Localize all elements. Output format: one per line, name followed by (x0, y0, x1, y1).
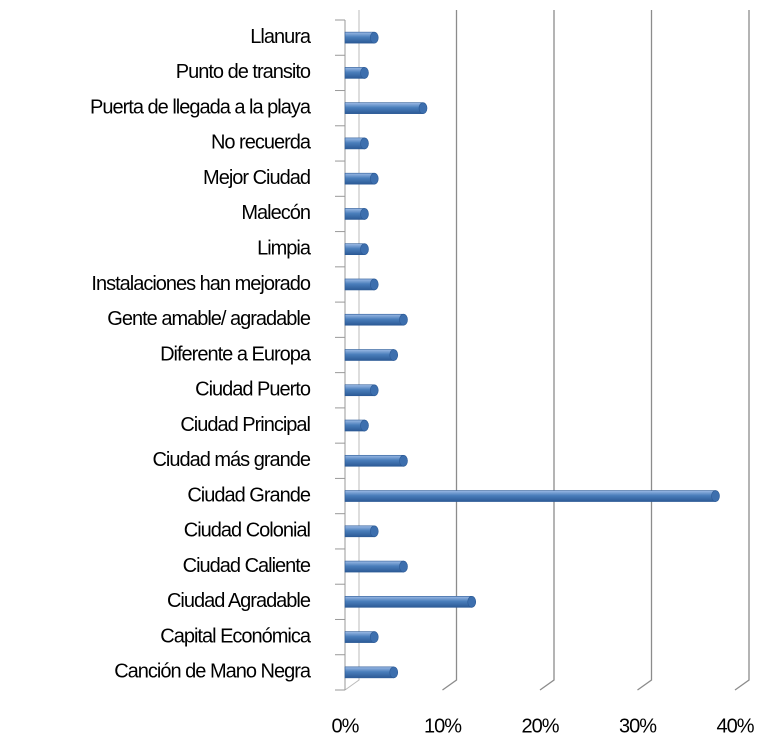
bar-body (344, 596, 473, 608)
bar (344, 208, 369, 220)
bar-body (344, 102, 424, 114)
y-tick-label: Punto de transito (176, 61, 311, 83)
x-tick-label: 10% (424, 715, 462, 737)
y-tick-label: Capital Económica (160, 625, 312, 647)
y-tick-label: Instalaciones han mejorado (91, 273, 310, 295)
bar (344, 243, 369, 256)
bar (344, 560, 408, 573)
bar-body (344, 31, 375, 44)
y-tick-label: Puerta de llegada a la playa (90, 96, 312, 118)
x-tick-label: 40% (716, 715, 754, 737)
bar-body (344, 454, 404, 467)
bar-body (344, 631, 375, 643)
y-tick-label: Malecón (241, 202, 310, 224)
y-tick-label: Llanura (250, 26, 312, 48)
bar (344, 525, 379, 538)
bar (344, 102, 428, 114)
bar (344, 419, 369, 432)
bar-body (344, 313, 404, 326)
y-tick-label: Diferente a Europa (160, 343, 312, 365)
bar-cap (360, 419, 369, 432)
y-tick-label: Ciudad Colonial (184, 520, 311, 542)
bar-cap (369, 172, 379, 185)
bar-cap (467, 596, 477, 608)
bar-cap (360, 243, 369, 256)
bar-cap (399, 454, 408, 467)
bar-body (344, 172, 375, 185)
bar (344, 454, 408, 467)
x-tick-label: 30% (619, 715, 657, 737)
bar (344, 313, 408, 326)
bar (344, 67, 369, 79)
bar-cap (369, 525, 379, 538)
bar-cap (360, 67, 369, 79)
bar (344, 349, 399, 361)
bar-cap (418, 102, 428, 114)
grid-line (734, 10, 750, 691)
bar-cap (711, 490, 720, 502)
grid-line (539, 10, 555, 691)
grid-line (344, 10, 360, 691)
bar-cap (399, 560, 408, 573)
bar-body (344, 666, 395, 679)
y-tick-label: Ciudad Grande (187, 484, 311, 506)
bar (344, 596, 477, 608)
bar-cap (369, 278, 379, 291)
bar (344, 490, 720, 502)
bar (344, 278, 379, 291)
bar-cap (389, 666, 399, 679)
bar-cap (399, 313, 408, 326)
y-tick-label: Ciudad Principal (180, 414, 310, 436)
y-tick-label: Gente amable/ agradable (107, 308, 311, 330)
bar-body (344, 560, 404, 573)
bar-body (344, 525, 375, 538)
y-tick-label: Mejor Ciudad (203, 167, 310, 189)
bar (344, 137, 369, 150)
bar-cap (369, 631, 379, 643)
grid-line (637, 10, 653, 691)
bar-body (344, 349, 395, 361)
bar (344, 384, 379, 397)
bar-cap (360, 137, 369, 150)
bar (344, 172, 379, 185)
bar (344, 631, 379, 643)
bar-body (344, 490, 716, 502)
grid-line (442, 10, 458, 691)
x-tick-label: 20% (521, 715, 559, 737)
y-tick-label: Ciudad Puerto (195, 379, 311, 401)
bar-body (344, 384, 375, 397)
x-tick-label: 0% (332, 715, 360, 737)
y-tick-label: Ciudad Agradable (167, 590, 311, 612)
bar (344, 666, 399, 679)
y-tick-label: No recuerda (211, 132, 312, 154)
y-tick-label: Canción de Mano Negra (114, 661, 312, 683)
bar-body (344, 278, 375, 291)
bar-cap (369, 31, 379, 44)
y-tick-label: Limpia (257, 237, 312, 259)
y-tick-label: Ciudad Caliente (183, 555, 311, 577)
y-tick-label: Ciudad más grande (152, 449, 310, 471)
bar-cap (360, 208, 369, 220)
bar-cap (389, 349, 399, 361)
bar-cap (369, 384, 379, 397)
bar (344, 31, 379, 44)
